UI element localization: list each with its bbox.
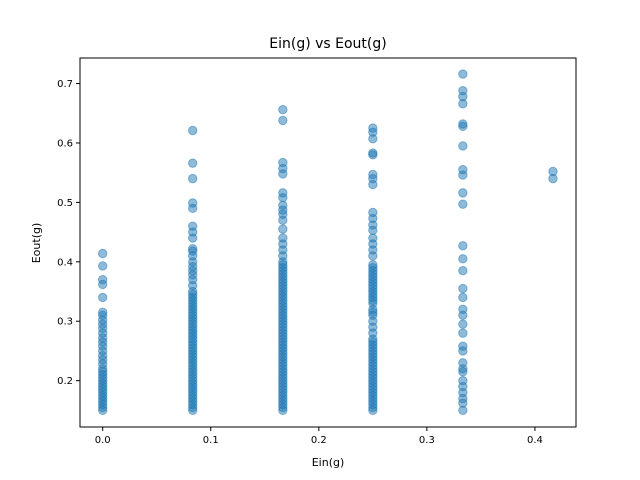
x-tick-label: 0.4 (527, 435, 543, 446)
data-point (97, 248, 108, 259)
y-tick-label: 0.2 (57, 376, 73, 387)
data-point (278, 105, 288, 115)
data-point (188, 158, 198, 168)
data-point (458, 119, 468, 129)
x-tick-label: 0.2 (311, 435, 327, 446)
data-point (458, 341, 468, 351)
data-point (368, 207, 378, 218)
data-point (458, 254, 468, 264)
x-tick-label: 0.3 (419, 435, 435, 446)
data-point (368, 260, 378, 270)
data-point (458, 328, 468, 338)
x-tick-label: 0.0 (95, 435, 111, 446)
data-point (458, 266, 468, 276)
data-point (458, 375, 468, 386)
data-point (458, 358, 468, 368)
data-point (548, 166, 558, 177)
data-point (458, 199, 468, 209)
y-tick-label: 0.6 (57, 138, 73, 149)
data-point (458, 165, 468, 175)
data-point (278, 115, 288, 126)
data-point (188, 244, 198, 254)
data-point (368, 169, 378, 180)
data-point (458, 304, 468, 315)
chart-title: Ein(g) vs Eout(g) (269, 36, 386, 52)
y-axis: 0.2 0.3 0.4 0.5 0.6 0.7 (57, 79, 80, 387)
y-axis-label: Eout(g) (30, 223, 43, 264)
data-point (458, 188, 468, 198)
y-tick-label: 0.7 (57, 79, 73, 90)
x-axis: 0.0 0.1 0.2 0.3 0.4 (95, 427, 543, 446)
data-point (188, 221, 198, 231)
data-point (458, 292, 468, 303)
points-layer (97, 69, 558, 416)
data-point (188, 173, 198, 184)
data-point (278, 224, 288, 234)
x-axis-label: Ein(g) (312, 456, 345, 469)
data-point (458, 69, 468, 79)
y-tick-label: 0.4 (57, 257, 73, 268)
plot-area-frame (79, 57, 577, 428)
data-point (278, 233, 288, 243)
data-point (278, 188, 288, 198)
data-point (458, 283, 468, 294)
data-point (97, 307, 108, 318)
data-point (458, 319, 468, 329)
data-point (458, 241, 468, 251)
data-point (188, 125, 198, 136)
data-point (278, 157, 288, 168)
data-point (188, 198, 198, 208)
data-point (97, 261, 108, 271)
x-tick-label: 0.1 (203, 435, 219, 446)
data-point (97, 274, 108, 285)
data-point (278, 200, 288, 211)
data-point (458, 85, 468, 96)
y-tick-label: 0.5 (57, 198, 73, 209)
y-tick-label: 0.3 (57, 317, 73, 328)
data-point (97, 292, 108, 303)
data-point (458, 141, 468, 151)
data-point (368, 148, 378, 158)
data-point (368, 123, 378, 133)
data-point (368, 233, 378, 243)
